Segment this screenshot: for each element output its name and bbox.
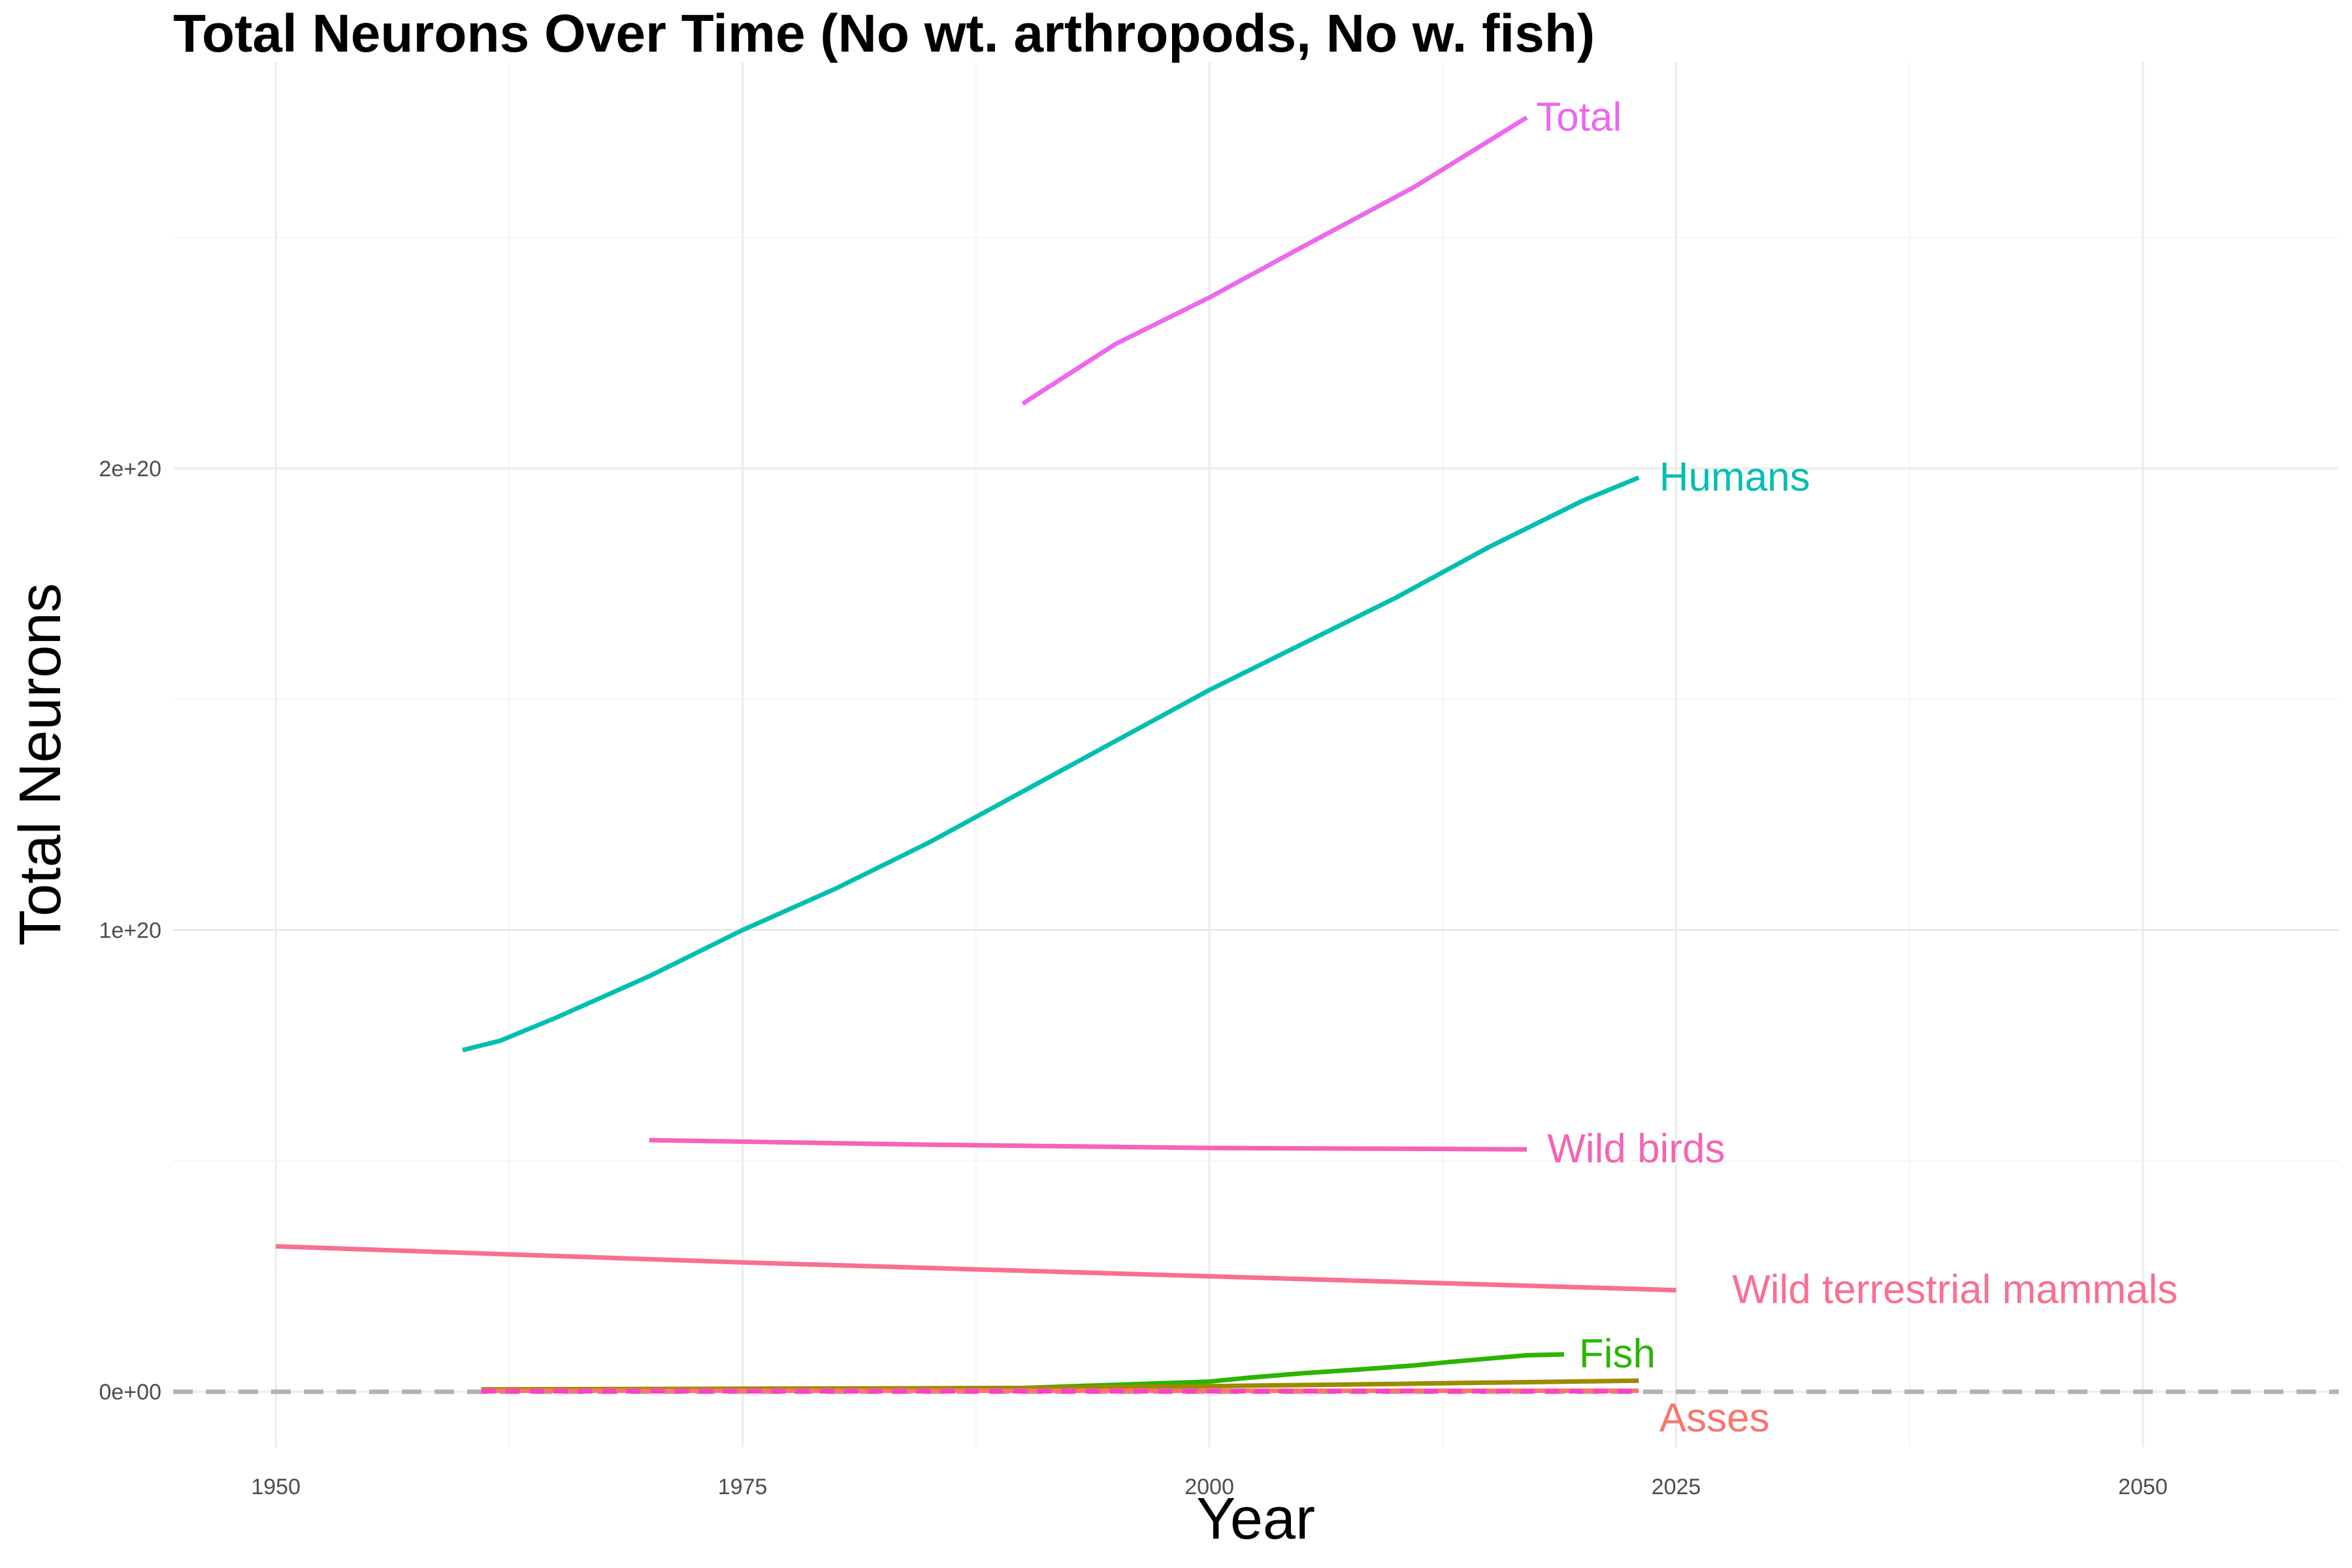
y-tick-label: 0e+00 xyxy=(99,1380,162,1405)
x-tick-label: 1975 xyxy=(718,1475,768,1499)
series-label: Fish xyxy=(1579,1331,1656,1377)
series-line xyxy=(649,1137,1527,1152)
chart-title: Total Neurons Over Time (No wt. arthropo… xyxy=(173,4,1595,63)
series-label: Wild birds xyxy=(1547,1126,1725,1171)
x-tick-label: 2000 xyxy=(1184,1475,1234,1499)
series-label: Total xyxy=(1536,95,1622,140)
tick-label-layer: 1950 1975 2000 2025 2050 0e+00 1e+20 2e+20 xyxy=(99,457,2168,1499)
x-tick-label: 1950 xyxy=(251,1475,301,1499)
series-line xyxy=(276,1244,1676,1293)
series-line xyxy=(1021,115,1528,406)
series-label: Wild terrestrial mammals xyxy=(1732,1267,2178,1313)
y-axis-title: Total Neurons xyxy=(8,583,73,945)
y-tick-label: 1e+20 xyxy=(99,919,162,943)
x-tick-label: 2025 xyxy=(1652,1475,1701,1499)
x-tick-label: 2050 xyxy=(2118,1475,2168,1499)
series-label: Asses xyxy=(1659,1396,1770,1441)
series-label-layer: Total Humans Wild birds Wild terrestrial ma… xyxy=(1536,95,2178,1441)
grid-layer xyxy=(173,62,2339,1447)
series-label: Humans xyxy=(1659,455,1810,500)
series-layer xyxy=(276,115,1676,1394)
series-line xyxy=(481,1378,1639,1392)
x-axis-title: Year xyxy=(1196,1486,1315,1552)
y-tick-label: 2e+20 xyxy=(99,457,162,482)
series-line xyxy=(462,475,1640,1053)
